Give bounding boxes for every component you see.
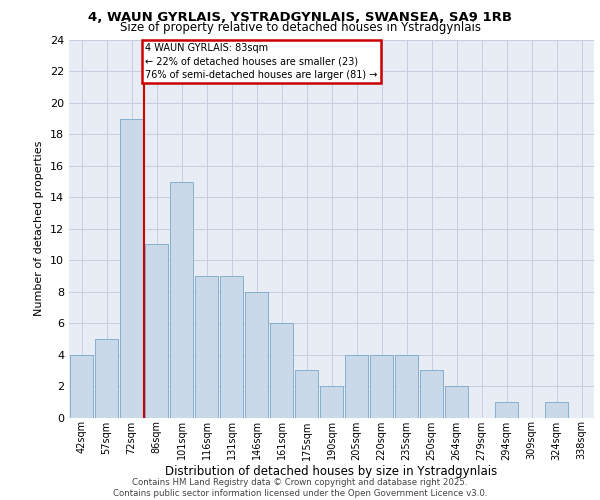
Y-axis label: Number of detached properties: Number of detached properties (34, 141, 44, 316)
Bar (220, 276, 243, 418)
Bar (70, 354, 93, 418)
Text: 4, WAUN GYRLAIS, YSTRADGYNLAIS, SWANSEA, SA9 1RB: 4, WAUN GYRLAIS, YSTRADGYNLAIS, SWANSEA,… (88, 11, 512, 24)
Bar (245, 292, 268, 418)
Bar (445, 386, 468, 418)
Bar (545, 402, 568, 417)
Text: Size of property relative to detached houses in Ystradgynlais: Size of property relative to detached ho… (119, 22, 481, 35)
Bar (495, 402, 518, 417)
Bar (370, 354, 393, 418)
Bar (420, 370, 443, 418)
Bar (395, 354, 418, 418)
Bar (295, 370, 318, 418)
Bar (345, 354, 368, 418)
Bar (270, 323, 293, 418)
Bar (95, 339, 118, 417)
Bar (320, 386, 343, 418)
Bar (120, 118, 143, 418)
Bar (170, 182, 193, 418)
Bar (145, 244, 168, 418)
Text: 4 WAUN GYRLAIS: 83sqm
← 22% of detached houses are smaller (23)
76% of semi-deta: 4 WAUN GYRLAIS: 83sqm ← 22% of detached … (145, 43, 377, 80)
X-axis label: Distribution of detached houses by size in Ystradgynlais: Distribution of detached houses by size … (166, 465, 497, 478)
Text: Contains HM Land Registry data © Crown copyright and database right 2025.
Contai: Contains HM Land Registry data © Crown c… (113, 478, 487, 498)
Bar (195, 276, 218, 418)
